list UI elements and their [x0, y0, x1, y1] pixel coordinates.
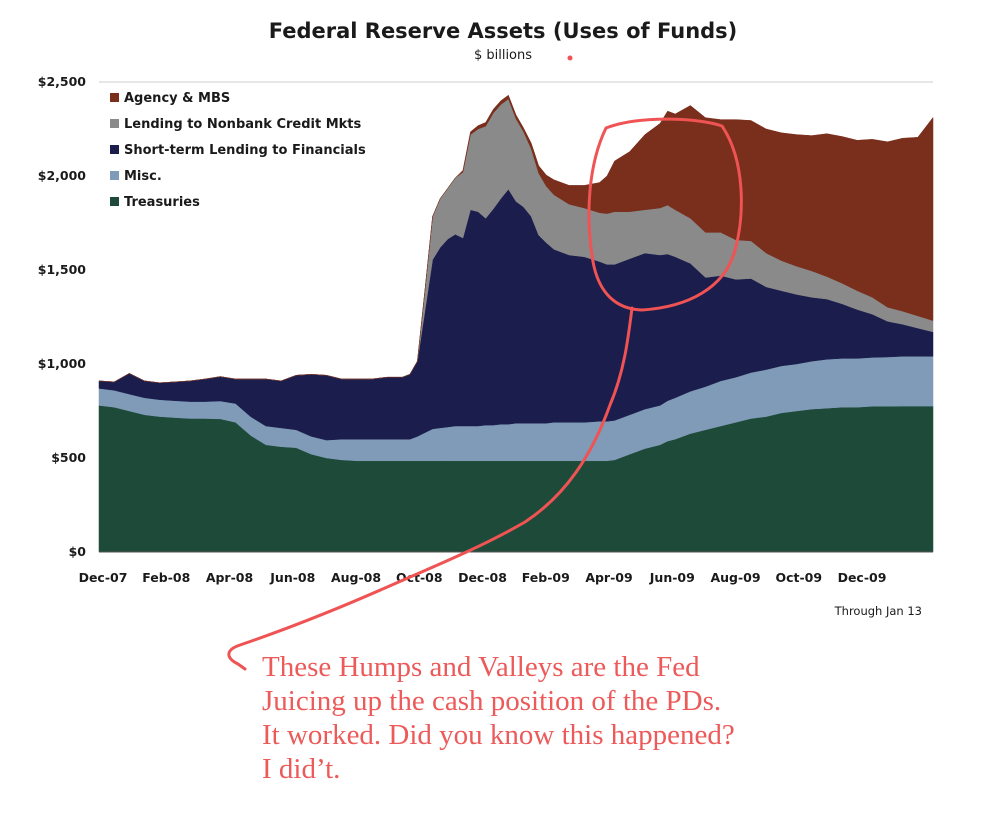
chart-subtitle: $ billions	[474, 48, 532, 63]
y-tick-label: $1,500	[38, 262, 87, 277]
x-tick-label: Aug-08	[331, 570, 381, 585]
legend-swatch	[110, 145, 119, 154]
y-tick-label: $1,000	[38, 356, 87, 371]
y-axis-ticks: $0 $500 $1,000 $1,500 $2,000 $2,500	[38, 74, 87, 559]
y-tick-label: $2,000	[38, 168, 87, 183]
legend-label: Treasuries	[124, 195, 200, 210]
y-tick-label: $0	[69, 544, 87, 559]
legend-label: Agency & MBS	[124, 91, 230, 106]
x-tick-label: Oct-09	[775, 570, 822, 585]
annotation-line: It worked. Did you know this happened?	[262, 719, 735, 751]
legend-swatch	[110, 171, 119, 180]
x-tick-label: Apr-08	[206, 570, 253, 585]
y-tick-label: $2,500	[38, 74, 87, 89]
x-tick-label: Jun-08	[269, 570, 315, 585]
x-tick-label: Feb-08	[142, 570, 190, 585]
legend-label: Short-term Lending to Financials	[124, 143, 366, 158]
through-note: Through Jan 13	[834, 604, 922, 618]
red-dot	[567, 55, 573, 61]
x-tick-label: Apr-09	[585, 570, 632, 585]
area-layers	[98, 94, 934, 553]
x-tick-label: Dec-08	[458, 570, 507, 585]
x-axis-ticks: Dec-07 Feb-08 Apr-08 Jun-08 Aug-08 Oct-08 Dec-…	[79, 570, 887, 585]
legend-label: Misc.	[124, 169, 162, 184]
x-tick-label: Aug-09	[710, 570, 760, 585]
annotation-line: Juicing up the cash position of the PDs.	[262, 685, 722, 717]
legend-swatch	[110, 119, 119, 128]
hand-drawn-circle	[587, 117, 743, 312]
chart-title: Federal Reserve Assets (Uses of Funds)	[269, 19, 738, 43]
hand-drawn-annotation	[227, 117, 743, 671]
annotation-text: These Humps and Valleys are the Fed Juic…	[262, 650, 962, 786]
y-tick-label: $500	[51, 450, 86, 465]
legend-swatch	[110, 93, 119, 102]
legend: Agency & MBS Lending to Nonbank Credit Mk…	[110, 91, 366, 210]
x-tick-label: Dec-09	[838, 570, 887, 585]
legend-swatch	[110, 197, 119, 206]
x-tick-label: Jun-09	[649, 570, 695, 585]
hand-drawn-arrow-line	[227, 306, 634, 671]
annotation-line: These Humps and Valleys are the Fed	[262, 651, 700, 683]
annotation-line: I did’t.	[262, 753, 341, 785]
area-series-agency-mbs	[98, 94, 934, 384]
x-tick-label: Oct-08	[396, 570, 443, 585]
legend-label: Lending to Nonbank Credit Mkts	[124, 117, 362, 132]
x-tick-label: Feb-09	[522, 570, 570, 585]
x-tick-label: Dec-07	[79, 570, 128, 585]
